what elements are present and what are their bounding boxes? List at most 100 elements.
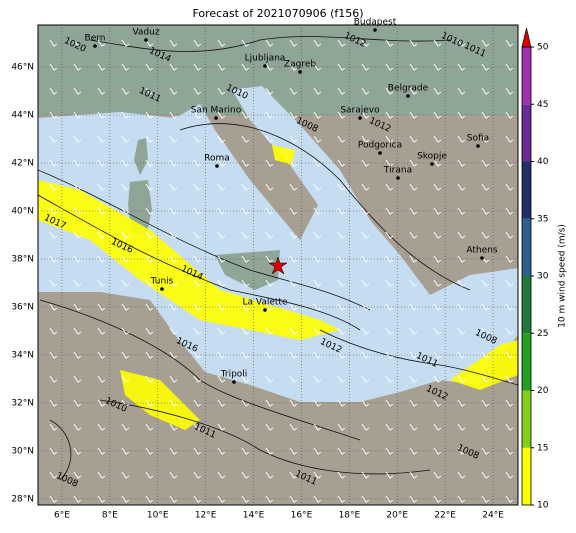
lat-tick-label: 34°N xyxy=(11,351,34,361)
city-dot xyxy=(215,164,219,168)
wind-barb xyxy=(361,423,370,431)
wind-barb xyxy=(433,327,442,335)
wind-barb xyxy=(361,207,370,215)
wind-barb xyxy=(289,135,298,143)
lat-tick-label: 30°N xyxy=(11,447,34,457)
wind-barb xyxy=(361,303,370,311)
wind-barb xyxy=(217,159,226,167)
wind-barb xyxy=(145,447,154,455)
wind-barb xyxy=(385,327,394,335)
lat-tick-label: 38°N xyxy=(11,255,34,265)
wind-barb xyxy=(481,159,490,167)
wind-barb xyxy=(265,183,274,191)
city-dot xyxy=(263,64,267,68)
wind-barb xyxy=(505,207,514,215)
wind-barb xyxy=(409,399,418,407)
city-label: San Marino xyxy=(191,106,242,116)
wind-barb xyxy=(265,423,274,431)
wind-barb xyxy=(169,327,178,335)
wind-barb xyxy=(265,63,274,71)
wind-barb xyxy=(49,39,58,47)
wind-barb xyxy=(193,39,202,47)
wind-barb xyxy=(49,63,58,71)
wind-barb xyxy=(169,63,178,71)
wind-barb xyxy=(409,207,418,215)
wind-barb xyxy=(457,471,466,479)
wind-barb xyxy=(97,471,106,479)
wind-barb xyxy=(169,135,178,143)
wind-barb xyxy=(169,471,178,479)
wind-barb xyxy=(49,303,58,311)
wind-barb xyxy=(433,87,442,95)
wind-barb xyxy=(313,279,322,287)
wind-barb xyxy=(121,87,130,95)
wind-barb xyxy=(265,471,274,479)
wind-barb xyxy=(241,327,250,335)
wind-barb xyxy=(409,111,418,119)
wind-barb xyxy=(361,327,370,335)
wind-barb xyxy=(241,159,250,167)
lon-tick-label: 12°E xyxy=(195,511,217,521)
wind-barb xyxy=(73,279,82,287)
colorbar-tick-label: 15 xyxy=(537,443,548,453)
wind-barb xyxy=(217,87,226,95)
wind-barb xyxy=(49,495,58,503)
city-label: Zagreb xyxy=(284,60,316,70)
wind-barb xyxy=(289,207,298,215)
colorbar-bin xyxy=(522,447,531,505)
wind-barb xyxy=(121,375,130,383)
wind-barb xyxy=(337,423,346,431)
wind-barb xyxy=(145,39,154,47)
wind-barb xyxy=(169,351,178,359)
wind-barb xyxy=(289,63,298,71)
wind-barb xyxy=(457,135,466,143)
wind-barb xyxy=(409,159,418,167)
wind-barb xyxy=(73,87,82,95)
lat-tick-label: 46°N xyxy=(11,63,34,73)
wind-barb xyxy=(241,279,250,287)
wind-barb xyxy=(385,255,394,263)
wind-barb xyxy=(505,87,514,95)
wind-barb xyxy=(121,183,130,191)
sea xyxy=(38,86,518,402)
wind-barb xyxy=(265,279,274,287)
wind-barb xyxy=(265,399,274,407)
lat-tick-label: 42°N xyxy=(11,159,34,169)
wind-barb xyxy=(49,255,58,263)
wind-barb xyxy=(313,183,322,191)
wind-barb xyxy=(121,495,130,503)
wind-barb xyxy=(385,39,394,47)
wind-barb xyxy=(73,39,82,47)
wind-barb xyxy=(121,279,130,287)
wind-barb xyxy=(169,87,178,95)
wind-barb xyxy=(217,495,226,503)
wind-barb xyxy=(217,303,226,311)
wind-barb xyxy=(385,303,394,311)
wind-barb xyxy=(217,447,226,455)
city-dot xyxy=(160,287,164,291)
wind-barb xyxy=(481,183,490,191)
wind-barb xyxy=(505,39,514,47)
wind-barb xyxy=(97,423,106,431)
wind-barb xyxy=(217,399,226,407)
lon-tick-label: 16°E xyxy=(291,511,313,521)
city-dot xyxy=(476,144,480,148)
wind-barb xyxy=(361,231,370,239)
wind-barb xyxy=(169,279,178,287)
wind-barb xyxy=(505,471,514,479)
lon-tick-label: 10°E xyxy=(147,511,169,521)
wind-barb xyxy=(481,399,490,407)
wind-barb xyxy=(145,63,154,71)
wind-barb xyxy=(337,135,346,143)
lon-tick-label: 18°E xyxy=(339,511,361,521)
wind-barb xyxy=(97,135,106,143)
wind-barb xyxy=(49,471,58,479)
wind-barb xyxy=(121,159,130,167)
wind-barb xyxy=(313,39,322,47)
wind-barb xyxy=(73,447,82,455)
city-label: Belgrade xyxy=(388,84,429,94)
lon-tick-label: 24°E xyxy=(482,511,504,521)
wind-barb xyxy=(505,423,514,431)
colorbar-bin xyxy=(522,276,531,334)
wind-barb xyxy=(481,39,490,47)
